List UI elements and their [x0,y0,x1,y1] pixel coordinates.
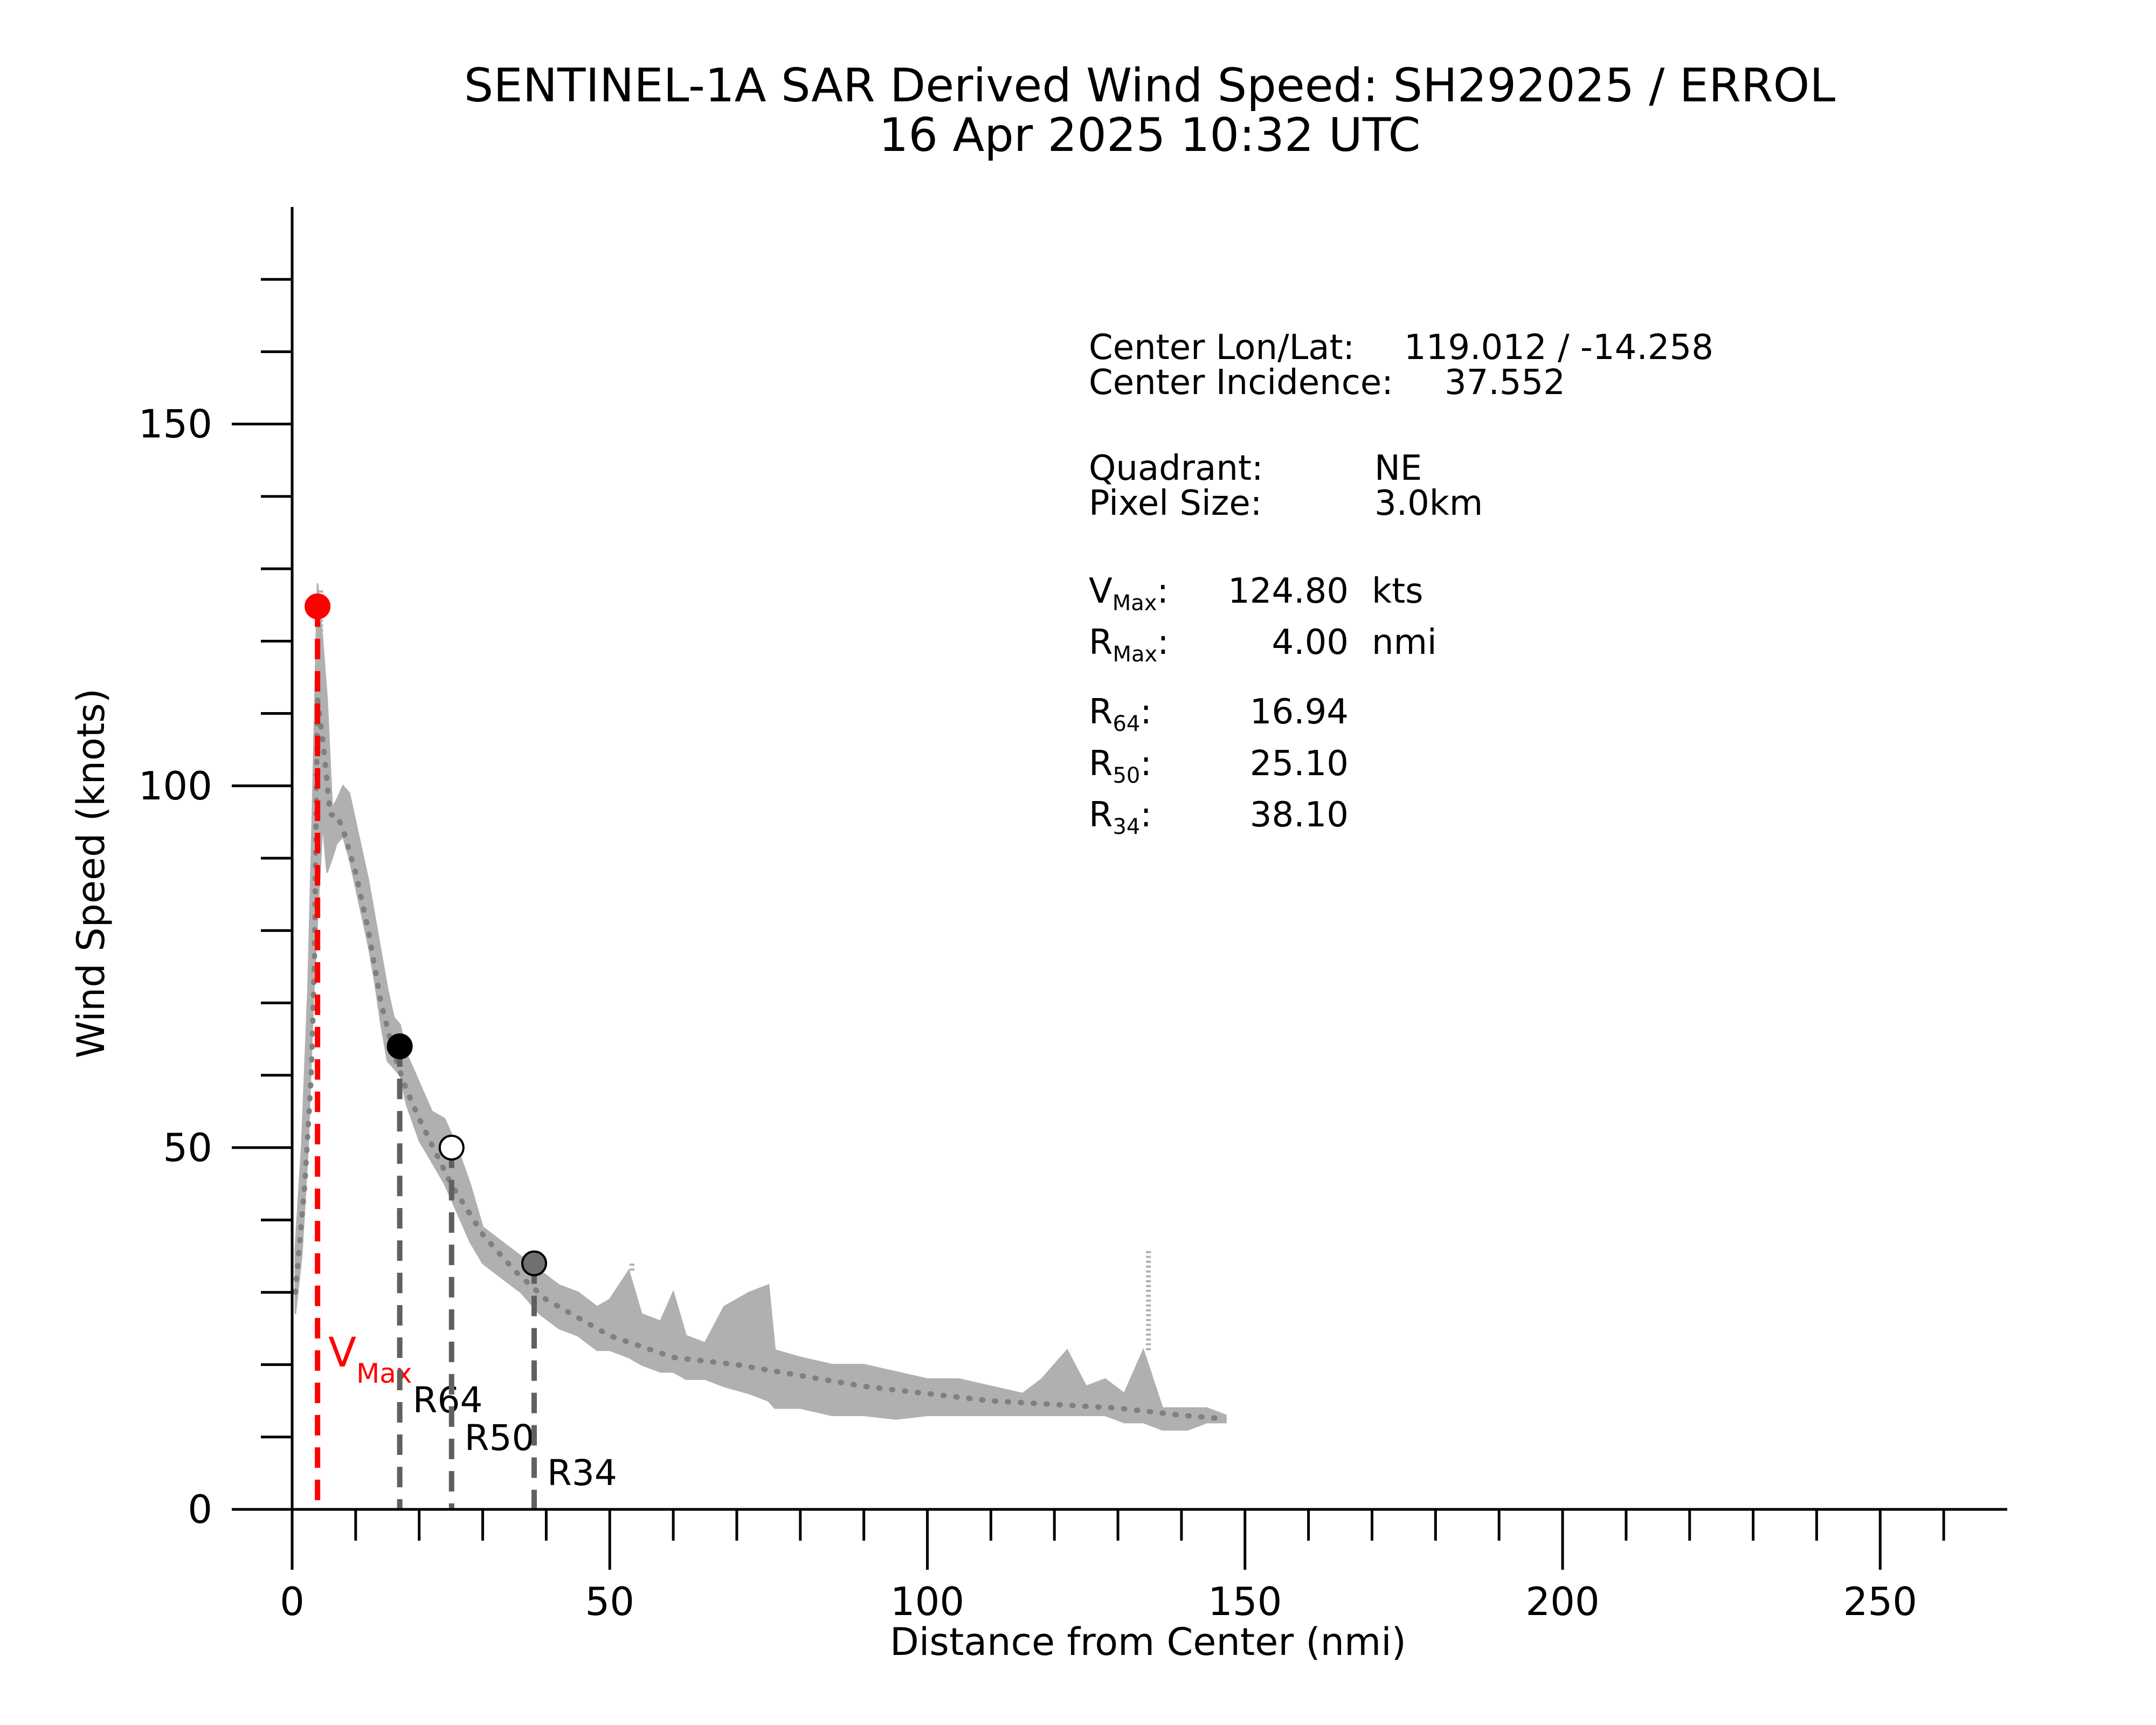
quadrant-value: NE [1374,448,1422,488]
r34-marker [521,1250,548,1276]
y-tick-label-0: 0 [188,1487,212,1532]
chart-subtitle: 16 Apr 2025 10:32 UTC [879,108,1421,162]
y-axis-label: Wind Speed (knots) [69,688,113,1058]
r50-label: R50: [1089,744,1152,788]
y-tick-label-150: 150 [139,402,212,447]
center-incidence-value: 37.552 [1445,363,1565,403]
vmax-label: VMax: [1089,571,1169,616]
chart-title: SENTINEL-1A SAR Derived Wind Speed: SH29… [464,59,1835,113]
radius-label-r64: R64 [413,1379,483,1421]
r64-value: 16.94 [1250,692,1349,732]
mean-profile-line [292,699,1229,1422]
radius-label-r50: R50 [465,1417,535,1459]
vmax-unit: kts [1372,571,1423,611]
x-tick-label-250: 250 [1843,1579,1917,1624]
x-tick-label-200: 200 [1525,1579,1599,1624]
rmax-unit: nmi [1372,623,1437,663]
pixel-size-label: Pixel Size: [1089,484,1262,523]
x-tick-label-0: 0 [280,1579,305,1624]
x-tick-label-150: 150 [1208,1579,1282,1624]
rmax-value: 4.00 [1272,623,1349,663]
vmax-value: 124.80 [1228,571,1349,611]
x-tick-label-100: 100 [890,1579,964,1624]
r64-marker [386,1033,413,1059]
info-panel: Center Lon/Lat: 119.012 / -14.258 Center… [1089,328,1713,839]
y-tick-label-50: 50 [163,1125,212,1170]
r34-label: R34: [1089,795,1152,839]
center-lonlat-value: 119.012 / -14.258 [1404,328,1713,368]
x-tick-label-50: 50 [585,1579,634,1624]
y-tick-label-100: 100 [139,763,212,809]
pixel-size-value: 3.0km [1374,484,1483,523]
axes: 0 50 100 150 200 250 0 50 100 150 [139,207,2007,1624]
wind-scatter-band [294,583,1227,1431]
quadrant-label: Quadrant: [1089,448,1263,488]
vmax-marker [305,593,331,619]
r34-value: 38.10 [1250,795,1349,835]
r50-marker [438,1134,465,1161]
r64-label: R64: [1089,692,1152,736]
r50-value: 25.10 [1250,744,1349,784]
x-axis-label: Distance from Center (nmi) [890,1620,1406,1664]
center-incidence-label: Center Incidence: [1089,363,1393,403]
radius-label-r34: R34 [547,1452,617,1494]
radius-label-vmax: VMax [328,1328,412,1389]
center-lonlat-label: Center Lon/Lat: [1089,328,1355,368]
rmax-label: RMax: [1089,623,1169,667]
